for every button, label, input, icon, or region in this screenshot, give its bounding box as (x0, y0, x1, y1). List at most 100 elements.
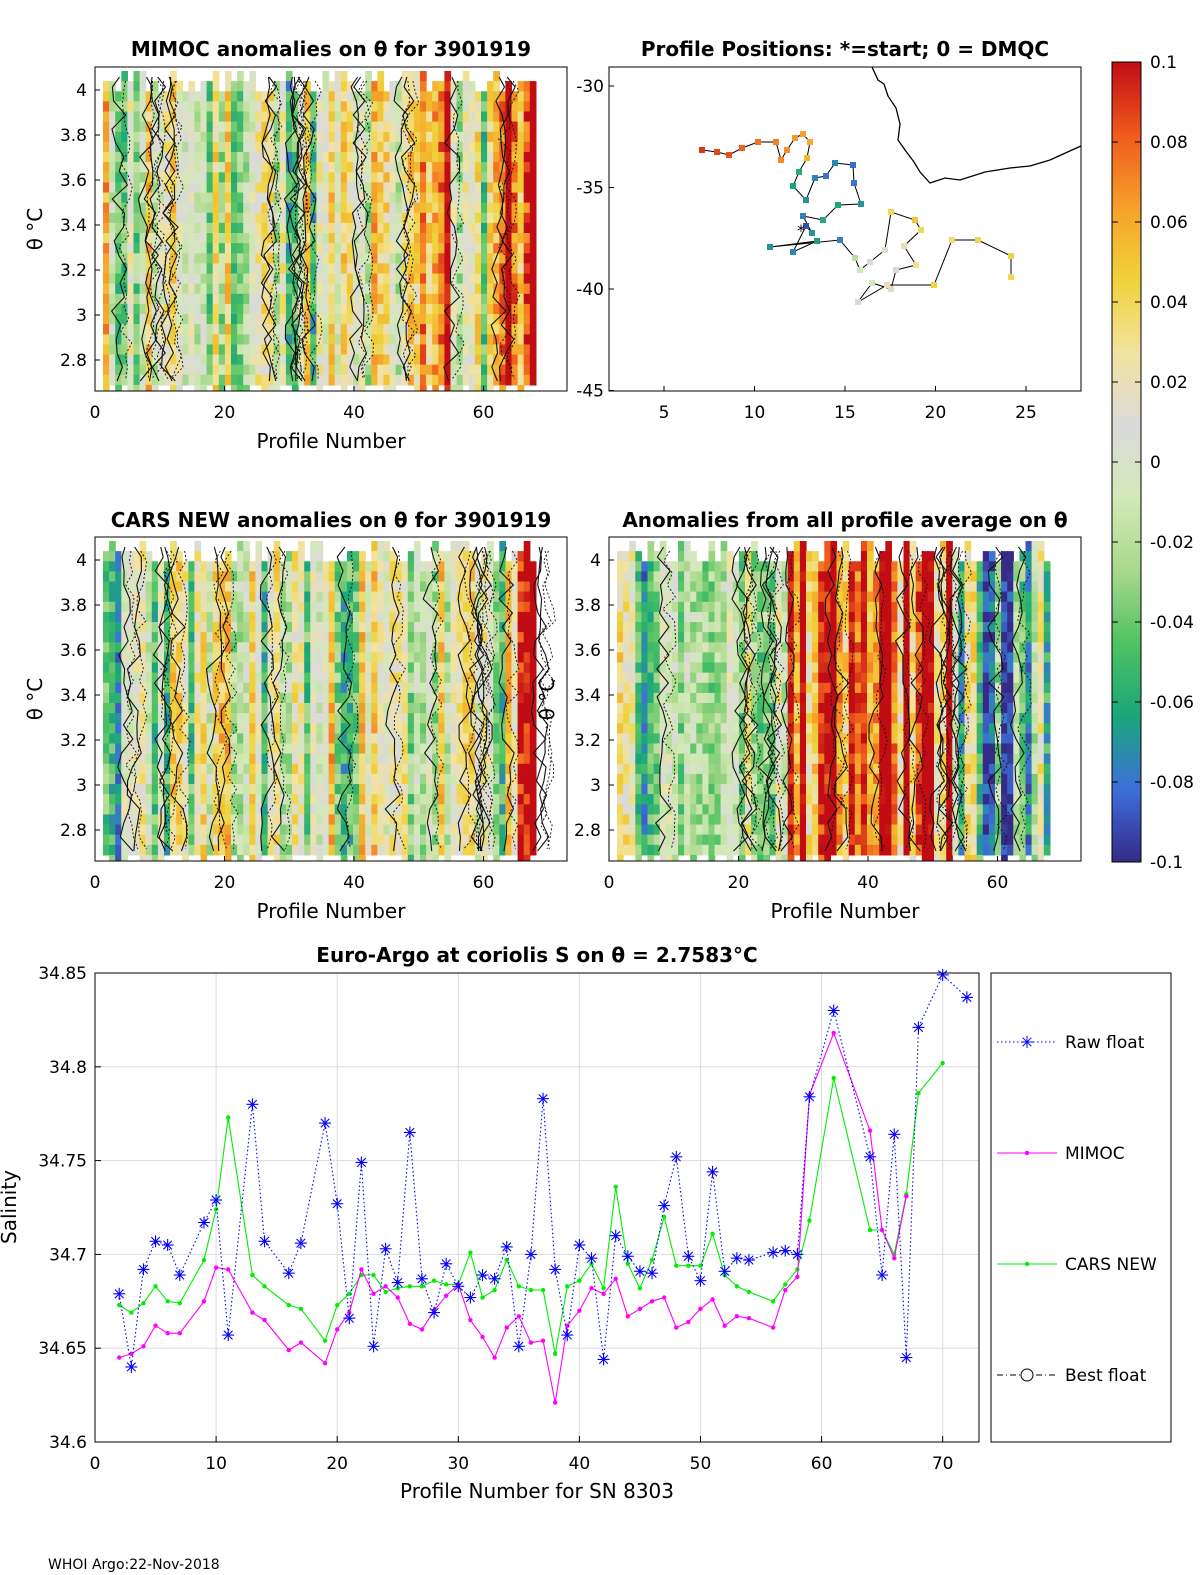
heatmap-cell (462, 71, 470, 82)
heatmap-cell (678, 763, 685, 775)
heatmap-cell (261, 733, 269, 745)
heatmap-cell (255, 344, 263, 356)
heatmap-cell (671, 571, 679, 583)
heatmap-cell (395, 743, 403, 755)
heatmap-cell (188, 581, 196, 593)
heatmap-cell (353, 314, 360, 325)
heatmap-cell (432, 824, 439, 836)
heatmap-cell (426, 733, 433, 745)
heatmap-cell (456, 263, 464, 275)
heatmap-cell (529, 733, 537, 745)
heatmap-cell (371, 152, 378, 163)
heatmap-cell (255, 763, 263, 775)
heatmap-cell (164, 314, 171, 325)
heatmap-cell (456, 233, 464, 244)
mimoc-title: MIMOC anomalies on θ for 3901919 (131, 37, 531, 61)
heatmap-cell (237, 141, 244, 153)
heatmap-cell (468, 561, 476, 572)
heatmap-cell (103, 753, 110, 765)
heatmap-cell (450, 723, 458, 734)
track-point (912, 217, 918, 223)
heatmap-cell (432, 773, 439, 785)
heatmap-cell (334, 263, 342, 275)
heatmap-cell (182, 571, 189, 583)
heatmap-cell (151, 723, 159, 734)
y-tick-label: 3.8 (60, 126, 87, 146)
heatmap-cell (170, 713, 177, 724)
heatmap-cell (407, 202, 415, 214)
heatmap-cell (647, 601, 655, 613)
heatmap-cell (401, 152, 409, 163)
heatmap-cell (170, 844, 177, 856)
heatmap-cell (188, 111, 196, 123)
heatmap-cell (413, 334, 421, 345)
heatmap-cell (377, 713, 385, 724)
heatmap-cell (407, 222, 415, 234)
heatmap-cell (359, 854, 366, 861)
heatmap-cell (659, 672, 667, 684)
y-tick-label: 3 (76, 306, 87, 326)
heatmap-cell (346, 354, 354, 366)
heatmap-cell (678, 733, 685, 745)
heatmap-cell (389, 172, 397, 183)
heatmap-cell (635, 773, 642, 785)
heatmap-cell (481, 814, 488, 826)
heatmap-cell (133, 303, 141, 315)
heatmap-cell (517, 662, 525, 674)
heatmap-cell (426, 561, 433, 572)
heatmap-cell (481, 192, 488, 204)
heatmap-cell (170, 131, 177, 143)
heatmap-cell (462, 814, 470, 826)
heatmap-cell (523, 293, 531, 305)
heatmap-cell (371, 233, 378, 244)
heatmap-cell (690, 622, 697, 633)
heatmap-cell (243, 743, 250, 755)
heatmap-cell (194, 334, 202, 345)
heatmap-cell (340, 273, 348, 285)
heatmap-cell (170, 263, 177, 275)
heatmap-cell (206, 784, 214, 795)
heatmap-cell (176, 773, 183, 785)
heatmap-cell (383, 162, 391, 173)
heatmap-cell (359, 622, 366, 633)
heatmap-cell (444, 222, 452, 234)
heatmap-cell (647, 773, 655, 785)
heatmap-cell (468, 152, 476, 163)
heatmap-cell (481, 121, 488, 133)
heatmap-cell (517, 303, 525, 315)
heatmap-cell (377, 293, 385, 305)
heatmap-cell (641, 763, 649, 775)
heatmap-cell (420, 844, 427, 856)
heatmap-cell (164, 814, 171, 826)
heatmap-cell (617, 662, 624, 674)
heatmap-cell (523, 642, 531, 653)
heatmap-cell (157, 152, 165, 163)
heatmap-cell (328, 703, 336, 714)
heatmap-cell (371, 253, 378, 264)
heatmap-cell (151, 131, 159, 143)
heatmap-cell (407, 314, 415, 325)
track-point (1008, 253, 1014, 259)
heatmap-cell (292, 91, 299, 102)
heatmap-cell (133, 273, 141, 285)
heatmap-cell (523, 723, 531, 734)
heatmap-cell (151, 253, 159, 264)
heatmap-cell (188, 303, 196, 315)
heatmap-cell (109, 192, 116, 204)
heatmap-cell (212, 263, 220, 275)
heatmap-cell (194, 202, 202, 214)
heatmap-cell (243, 804, 250, 815)
heatmap-cell (474, 283, 482, 295)
heatmap-cell (334, 763, 342, 775)
heatmap-cell (249, 703, 256, 714)
heatmap-cell (310, 273, 317, 285)
heatmap-cell (237, 243, 244, 254)
heatmap-cell (690, 561, 697, 572)
heatmap-cell (641, 682, 649, 694)
heatmap-cell (304, 682, 311, 694)
x-tick-label: 60 (473, 873, 495, 893)
heatmap-cell (310, 324, 317, 335)
heatmap-cell (310, 101, 317, 113)
heatmap-cell (237, 152, 244, 163)
heatmap-cell (665, 632, 673, 643)
